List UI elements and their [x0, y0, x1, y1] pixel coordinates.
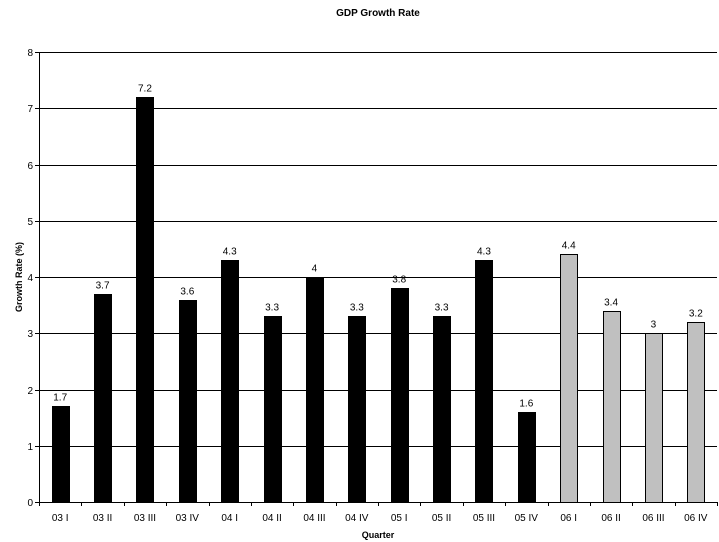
- y-tick-label: 0: [27, 498, 33, 509]
- x-tick-label: 04 II: [262, 513, 281, 524]
- x-axis-title: Quarter: [362, 530, 395, 540]
- bar-06-iii: [645, 333, 663, 503]
- x-tick-label: 05 II: [432, 513, 451, 524]
- x-tick-label: 03 IV: [176, 513, 200, 524]
- bar-06-i: [560, 254, 578, 503]
- y-tick-label: 5: [27, 217, 33, 228]
- data-label: 3.4: [604, 298, 618, 309]
- x-tick-label: 06 IV: [684, 513, 708, 524]
- data-labels: 1.7 3.7 7.2 3.6 4.3 3.3 4 3.3 3.8 3.3 4.3 1.6 4.4 3.4…: [53, 84, 703, 410]
- data-label: 1.7: [53, 393, 67, 404]
- bar-04-ii: [264, 316, 282, 503]
- x-tick-label: 03 II: [93, 513, 112, 524]
- bar-06-ii: [603, 311, 621, 503]
- data-label: 4.4: [562, 241, 576, 252]
- y-axis-title: Growth Rate (%): [14, 242, 24, 312]
- data-label: 4: [312, 264, 318, 275]
- y-tick-label: 1: [27, 442, 33, 453]
- data-label: 7.2: [138, 84, 152, 95]
- data-label: 3.8: [392, 275, 406, 286]
- x-tick-label: 06 II: [601, 513, 620, 524]
- bar-05-iv: [518, 412, 536, 503]
- x-tick-label: 03 III: [134, 513, 156, 524]
- data-label: 4.3: [477, 247, 491, 258]
- axes: 0 1 2 3 4 5 6 7 8 03 I 03 II 03 III 03 IV 04 I 04 II 04…: [27, 48, 718, 524]
- bar-06-iv: [687, 322, 705, 503]
- y-tick-label: 4: [27, 273, 33, 284]
- y-tick-label: 7: [27, 104, 33, 115]
- x-tick-label: 03 I: [52, 513, 69, 524]
- data-label: 3.3: [265, 303, 279, 314]
- bar-03-ii: [94, 294, 112, 503]
- bar-03-i: [52, 406, 70, 503]
- data-label: 3.3: [435, 303, 449, 314]
- y-tick-label: 3: [27, 329, 33, 340]
- data-label: 3.6: [180, 287, 194, 298]
- x-tick-label: 05 I: [391, 513, 408, 524]
- chart-title: GDP Growth Rate: [336, 8, 420, 19]
- y-tick-label: 6: [27, 161, 33, 172]
- x-tick-label: 04 I: [221, 513, 238, 524]
- bar-04-i: [221, 260, 239, 503]
- bar-04-iv: [348, 316, 366, 503]
- data-label: 3.2: [689, 309, 703, 320]
- bar-04-iii: [306, 277, 324, 503]
- x-tick-label: 04 III: [303, 513, 325, 524]
- y-tick-label: 8: [27, 48, 33, 59]
- y-tick-label: 2: [27, 386, 33, 397]
- data-label: 1.6: [519, 399, 533, 410]
- data-label: 3.7: [96, 281, 110, 292]
- x-tick-label: 05 III: [473, 513, 495, 524]
- x-tick-label: 06 I: [560, 513, 577, 524]
- bar-05-iii: [475, 260, 493, 503]
- x-tick-label: 06 III: [642, 513, 664, 524]
- data-label: 4.3: [223, 247, 237, 258]
- data-label: 3.3: [350, 303, 364, 314]
- bar-03-iv: [179, 300, 197, 503]
- x-tick-label: 04 IV: [345, 513, 369, 524]
- bar-05-i: [391, 288, 409, 503]
- bar-03-iii: [136, 97, 154, 503]
- x-tick-label: 05 IV: [515, 513, 539, 524]
- data-label: 3: [651, 320, 657, 331]
- bar-05-ii: [433, 316, 451, 503]
